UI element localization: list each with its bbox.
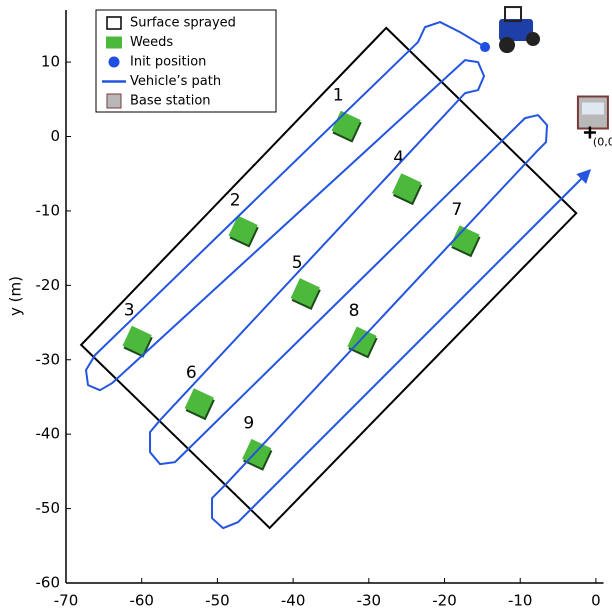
weed-label: 6 [186, 363, 197, 383]
weed-label: 3 [124, 300, 135, 320]
x-tick-label: -10 [508, 592, 533, 610]
weed-label: 8 [349, 301, 360, 321]
weed [290, 278, 320, 308]
y-tick-label: -50 [36, 499, 61, 517]
station-window [581, 102, 604, 115]
x-tick-label: -50 [205, 592, 230, 610]
legend-label: Weeds [130, 35, 173, 50]
weed-label: 7 [452, 200, 463, 220]
x-tick-label: -70 [54, 592, 79, 610]
legend-label: Base station [130, 94, 211, 109]
x-tick-label: -30 [357, 592, 382, 610]
weed-label: 2 [230, 190, 241, 210]
weed [450, 225, 480, 255]
weed [242, 438, 272, 469]
legend-label: Init position [130, 55, 206, 70]
weed-label: 1 [333, 85, 344, 105]
tractor-wheel [526, 32, 541, 47]
weed [184, 388, 214, 418]
y-tick-label: 0 [50, 127, 60, 145]
weed [347, 326, 377, 356]
weed-label: 5 [292, 253, 303, 273]
x-tick-label: -40 [281, 592, 306, 610]
weed [331, 110, 361, 140]
vehicle-path [84, 21, 592, 530]
weed-label: 9 [243, 414, 254, 434]
tractor-cab [504, 6, 523, 23]
weed [228, 215, 258, 245]
weed [122, 325, 152, 356]
surface-sprayed [79, 26, 578, 530]
weed [392, 173, 422, 203]
station-label: (0,0) [593, 136, 612, 149]
legend: Surface sprayed Weeds Init position Vehicle… [95, 9, 277, 113]
legend-label: Vehicle’s path [130, 74, 221, 89]
y-axis-label: y (m) [7, 276, 25, 316]
y-tick-label: -30 [36, 350, 61, 368]
legend-box [95, 9, 277, 113]
legend-icon [108, 56, 120, 68]
legend-icon [106, 16, 122, 30]
x-tick-label: -20 [432, 592, 457, 610]
x-tick-label: 0 [591, 592, 601, 610]
y-tick-label: -20 [36, 276, 61, 294]
tractor-body [499, 19, 534, 42]
legend-icon [106, 36, 122, 49]
x-tick-label: -60 [129, 592, 154, 610]
base-station [583, 126, 596, 139]
y-tick-label: 10 [41, 53, 60, 71]
y-tick-label: -40 [36, 425, 61, 443]
legend-label: Surface sprayed [130, 16, 236, 31]
legend-icon [106, 93, 122, 109]
y-tick-label: -60 [36, 574, 61, 592]
weed-label: 4 [393, 148, 404, 168]
tractor-wheel [499, 37, 516, 54]
y-tick-label: -10 [36, 201, 61, 219]
